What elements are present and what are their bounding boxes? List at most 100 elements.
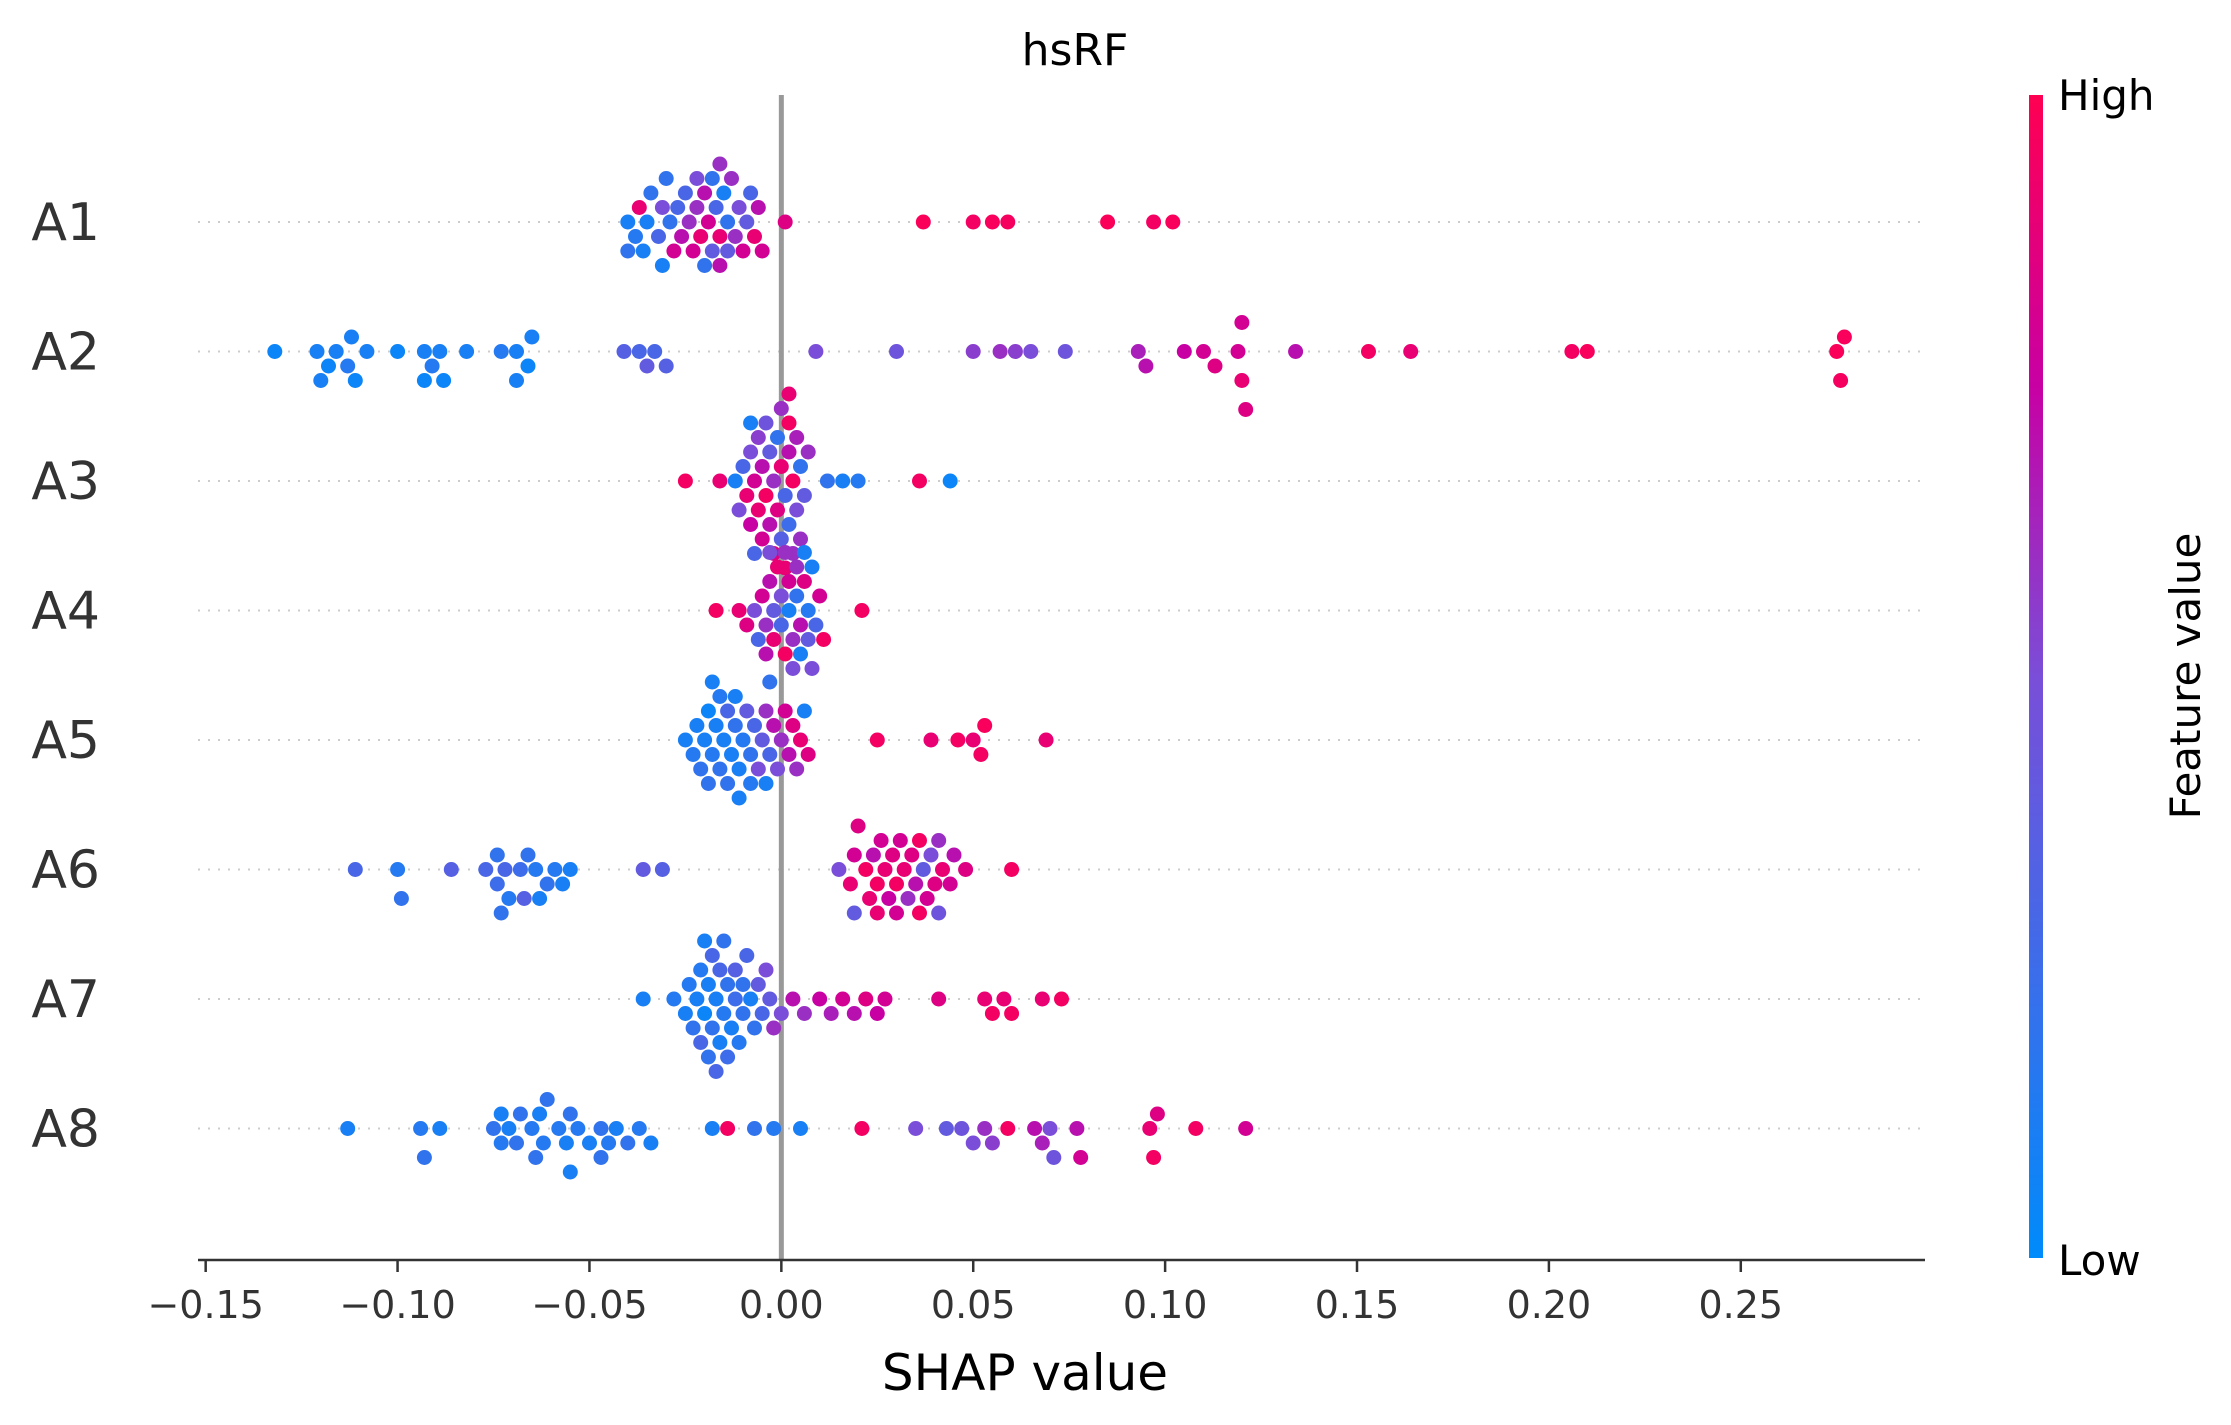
- shap-point-a3: [754, 459, 770, 474]
- shap-point-a2: [1230, 344, 1246, 359]
- x-tick-label: 0.15: [1315, 1283, 1400, 1327]
- shap-point-a6: [547, 862, 563, 877]
- shap-point-a6: [881, 891, 897, 906]
- shap-point-a7: [716, 933, 732, 949]
- shap-point-a1: [628, 229, 643, 244]
- shap-point-a6: [862, 891, 878, 906]
- shap-point-a3: [773, 459, 789, 474]
- shap-point-a3: [819, 473, 835, 489]
- shap-point-a7: [720, 977, 736, 992]
- shap-point-a3: [850, 473, 866, 489]
- shap-point-a1: [685, 243, 701, 259]
- shap-point-a8: [413, 1121, 429, 1136]
- shap-point-a5: [965, 732, 981, 748]
- shap-point-a8: [1034, 1135, 1050, 1151]
- shap-point-a6: [877, 862, 893, 877]
- shap-point-a6: [908, 876, 924, 892]
- shap-point-a5: [685, 747, 701, 762]
- shap-point-a3: [743, 415, 759, 431]
- shap-point-a2: [808, 344, 824, 359]
- shap-point-a3: [712, 473, 728, 489]
- shap-point-a1: [731, 200, 747, 215]
- shap-point-a1: [712, 258, 728, 273]
- shap-point-a5: [724, 747, 739, 762]
- shap-point-a8: [1149, 1106, 1165, 1122]
- shap-point-a5: [789, 761, 805, 777]
- shap-point-a1: [670, 200, 686, 215]
- shap-point-a3: [781, 517, 797, 532]
- shap-point-a2: [1057, 344, 1073, 359]
- shap-point-a6: [850, 818, 866, 834]
- shap-point-a5: [754, 732, 770, 748]
- shap-point-a2: [1238, 402, 1254, 417]
- shap-point-a8: [643, 1135, 659, 1151]
- shap-point-a7: [743, 991, 759, 1007]
- shap-point-a7: [735, 1006, 751, 1021]
- shap-point-a7: [1004, 1006, 1020, 1021]
- shap-point-a2: [390, 344, 406, 359]
- shap-point-a5: [743, 747, 759, 762]
- shap-point-a4: [766, 603, 782, 618]
- shap-point-a6: [935, 862, 950, 877]
- shap-point-a2: [424, 358, 440, 374]
- shap-point-a7: [977, 991, 993, 1007]
- shap-point-a6: [931, 905, 947, 921]
- shap-point-a1: [712, 229, 728, 244]
- shap-point-a4: [770, 559, 785, 575]
- shap-point-a7: [747, 1020, 762, 1036]
- shap-point-a1: [658, 171, 674, 186]
- shap-point-a3: [773, 401, 789, 416]
- shap-point-a6: [520, 847, 536, 863]
- shap-point-a1: [750, 200, 766, 215]
- shap-point-a6: [885, 847, 901, 863]
- shap-point-a2: [1234, 373, 1250, 388]
- shap-point-a6: [942, 876, 958, 892]
- shap-point-a5: [750, 761, 766, 777]
- shap-point-a1: [631, 200, 647, 215]
- shap-point-a7: [704, 948, 720, 963]
- shap-point-a6: [869, 876, 885, 892]
- shap-point-a1: [739, 214, 755, 230]
- shap-point-a2: [1130, 344, 1146, 359]
- shap-point-a1: [643, 185, 659, 201]
- feature-label-a7: A7: [31, 970, 100, 1030]
- shap-point-a8: [509, 1135, 524, 1151]
- shap-point-a1: [700, 214, 716, 230]
- shap-point-a5: [762, 674, 778, 690]
- shap-point-a2: [647, 344, 663, 359]
- shap-point-a8: [532, 1106, 548, 1122]
- shap-point-a7: [735, 977, 751, 992]
- shap-point-a8: [747, 1121, 762, 1136]
- shap-point-a8: [1188, 1121, 1204, 1136]
- shap-point-a1: [708, 200, 724, 215]
- shap-point-a5: [720, 703, 736, 719]
- x-axis-label: SHAP value: [882, 1344, 1168, 1402]
- shap-point-a6: [904, 847, 920, 863]
- shap-point-a5: [727, 718, 743, 733]
- shap-point-a6: [842, 876, 858, 892]
- shap-point-a4: [750, 632, 766, 647]
- shap-point-a4: [804, 661, 820, 676]
- shap-point-a7: [835, 991, 851, 1007]
- shap-point-a5: [781, 747, 797, 762]
- shap-point-a3: [762, 444, 778, 460]
- shap-point-a4: [731, 603, 747, 618]
- shap-point-a4: [781, 574, 797, 589]
- shap-point-a1: [697, 258, 713, 273]
- shap-point-a2: [1403, 344, 1419, 359]
- shap-point-a1: [620, 214, 636, 230]
- shap-point-a2: [347, 373, 363, 388]
- shap-point-a5: [777, 703, 793, 719]
- shap-point-a8: [1000, 1121, 1016, 1136]
- shap-point-a7: [712, 1035, 728, 1050]
- shap-point-a7: [785, 991, 801, 1007]
- shap-point-a6: [512, 862, 528, 877]
- feature-label-a5: A5: [31, 711, 100, 771]
- shap-point-a8: [501, 1121, 517, 1136]
- shap-point-a7: [727, 962, 743, 978]
- shap-point-a5: [977, 718, 993, 733]
- shap-point-a1: [735, 243, 751, 259]
- shap-point-a6: [889, 876, 904, 892]
- shap-point-a8: [1027, 1121, 1043, 1136]
- shap-point-a2: [992, 344, 1008, 359]
